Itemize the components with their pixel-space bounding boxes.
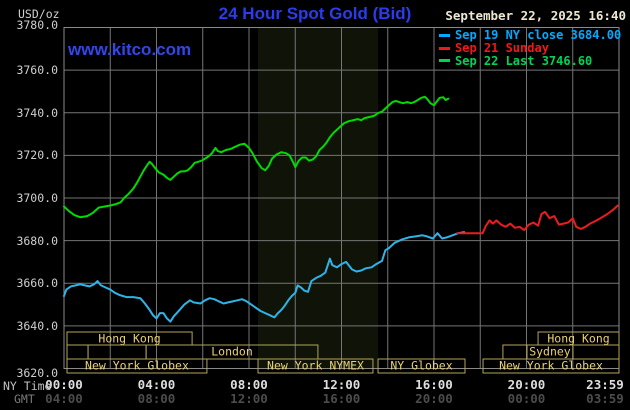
gmt-tick-label: 20:00 (415, 391, 453, 406)
y-tick-label: 3740.0 (16, 105, 58, 120)
page-title: 24 Hour Spot Gold (Bid) (218, 4, 412, 23)
ny-time-tick-label: 00:00 (45, 377, 83, 392)
ny-time-axis-label: NY Time (3, 379, 52, 393)
session-box (377, 358, 466, 374)
y-tick-label: 3680.0 (16, 233, 58, 248)
session-label: New York Globex (85, 359, 189, 373)
gmt-tick-label: 00:00 (507, 391, 546, 406)
ny-time-tick-label: 23:59 (586, 377, 624, 392)
session-box (66, 344, 89, 360)
session-label: New York Globex (499, 359, 603, 373)
gmt-tick-label: 12:00 (230, 391, 268, 406)
ny-time-tick-label: 12:00 (322, 377, 361, 392)
legend-item: Sep 22 Last 3746.60 (439, 53, 621, 68)
legend-label: Sep 21 Sunday (455, 41, 549, 56)
session-box (502, 344, 528, 360)
session-box (482, 358, 620, 374)
kitco-watermark-link[interactable]: www.kitco.com (68, 40, 192, 59)
gmt-tick-label: 03:59 (586, 391, 624, 406)
y-tick-label: 3620.0 (16, 365, 58, 380)
session-box (257, 358, 374, 374)
session-label: New York NYMEX (267, 359, 364, 373)
gmt-tick-label: 08:00 (137, 391, 176, 406)
session-box (572, 344, 620, 360)
ny-time-tick-label: 16:00 (415, 377, 453, 392)
legend-label: Sep 22 Last 3746.60 (455, 53, 593, 68)
session-box (66, 358, 208, 374)
legend-dash-icon (439, 33, 450, 37)
price-line-sep-19-ny-close-3684-00 (63, 231, 466, 323)
y-tick-label: 3760.0 (16, 63, 58, 78)
y-tick-label: 3720.0 (16, 148, 58, 163)
gmt-tick-label: 16:00 (322, 391, 361, 406)
gmt-axis-label: GMT (14, 392, 35, 406)
plot-frame (63, 27, 620, 369)
price-line-sep-22-last-3746-60 (63, 95, 450, 219)
legend-item: Sep 19 NY close 3684.00 (439, 28, 622, 43)
ny-time-tick-label: 08:00 (230, 377, 268, 392)
legend-dash-icon (439, 46, 450, 50)
chart-timestamp: September 22, 2025 16:40 (445, 8, 626, 23)
legend-item: Sep 21 Sunday (439, 41, 621, 56)
ny-time-tick-label: 20:00 (507, 377, 546, 392)
session-box (87, 344, 147, 360)
session-label: NY Globex (390, 359, 452, 373)
ny-time-tick-label: 04:00 (137, 377, 176, 392)
session-label: Hong Kong (547, 332, 609, 346)
chart-legend: Sep 19 NY close 3684.00 Sep 21 Sunday Sep … (439, 28, 622, 68)
session-label: Sydney (529, 345, 571, 359)
legend-dash-icon (439, 59, 450, 63)
y-tick-label: 3700.0 (16, 191, 58, 205)
session-box (145, 344, 319, 360)
session-label: London (211, 345, 253, 359)
legend-label: Sep 19 NY close 3684.00 (455, 28, 622, 43)
gmt-tick-label: 04:00 (45, 391, 83, 406)
y-tick-label: 3660.0 (16, 276, 58, 291)
y-tick-label: 3780.0 (16, 17, 58, 32)
y-tick-label: 3640.0 (16, 318, 58, 333)
price-line-sep-21-sunday (456, 204, 619, 235)
units-label: USD/oz (18, 7, 60, 21)
session-label: Hong Kong (98, 332, 160, 346)
